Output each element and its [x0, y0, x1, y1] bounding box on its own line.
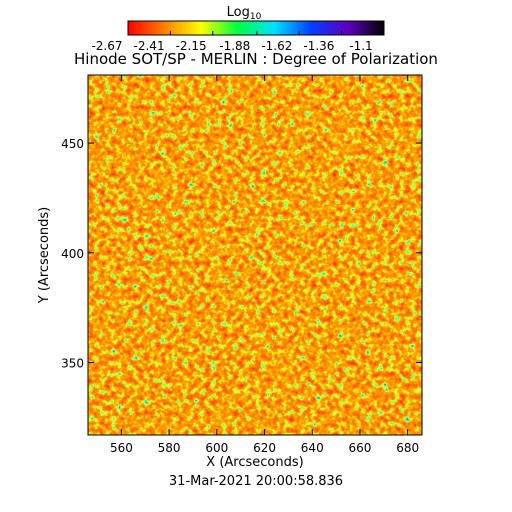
colorbar-tick-label: -2.67: [91, 39, 122, 53]
x-tick-label: 660: [349, 441, 372, 455]
y-axis-label: Y (Arcseconds): [37, 207, 52, 304]
x-tick-label: 640: [301, 441, 324, 455]
colorbar-tick-label: -1.1: [349, 39, 372, 53]
x-axis-label: X (Arcseconds): [206, 455, 303, 470]
y-tick-label: 400: [61, 247, 84, 261]
colorbar-tick-label: -2.15: [176, 39, 207, 53]
x-tick-label: 680: [396, 441, 419, 455]
colorbar-tick-label: -1.36: [303, 39, 334, 53]
colorbar-label: Log10: [227, 5, 262, 22]
chart-title: Hinode SOT/SP - MERLIN : Degree of Polar…: [74, 50, 438, 68]
heatmap-image: [88, 75, 422, 435]
x-tick-label: 560: [110, 441, 133, 455]
x-tick-label: 600: [205, 441, 228, 455]
y-tick-label: 450: [61, 137, 84, 151]
plot-frame: [87, 74, 423, 436]
x-tick-label: 580: [158, 441, 181, 455]
colorbar-tick-label: -1.88: [219, 39, 250, 53]
x-tick-label: 620: [253, 441, 276, 455]
colorbar-tick-label: -1.62: [261, 39, 292, 53]
colorbar: [127, 20, 385, 36]
heatmap: [88, 75, 422, 435]
colorbar-tick-label: -2.41: [134, 39, 165, 53]
y-tick-label: 350: [61, 357, 84, 371]
footer-timestamp: 31-Mar-2021 20:00:58.836: [169, 474, 343, 489]
